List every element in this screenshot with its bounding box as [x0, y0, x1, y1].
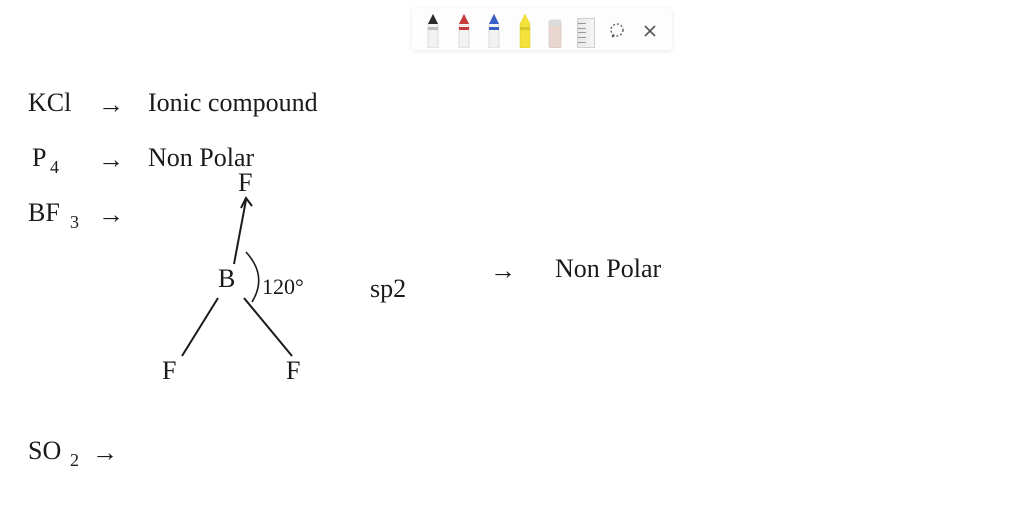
text-hybrid: sp2	[370, 276, 406, 302]
formula-kcl: KCl	[28, 90, 71, 116]
formula-bf3: BF	[28, 200, 60, 226]
atom-f-top: F	[238, 170, 252, 196]
atom-b-center: B	[218, 266, 235, 292]
arrow: →	[92, 440, 118, 466]
atom-f-br: F	[286, 358, 300, 384]
arrow: →	[490, 258, 516, 284]
text-non-polar-result: Non Polar	[555, 256, 661, 282]
text-angle: 120°	[262, 276, 304, 298]
formula-so2: SO	[28, 438, 61, 464]
arrow: →	[98, 202, 124, 228]
atom-f-bl: F	[162, 358, 176, 384]
formula-bf3-sub: 3	[70, 213, 79, 231]
arrow: →	[98, 92, 124, 118]
text-ionic-compound: Ionic compound	[148, 90, 318, 116]
formula-so2-sub: 2	[70, 451, 79, 469]
whiteboard-canvas[interactable]: KCl → Ionic compound P 4 → Non Polar BF …	[0, 0, 1024, 512]
arrow: →	[98, 147, 124, 173]
formula-p4: P	[32, 145, 46, 171]
formula-p4-sub: 4	[50, 158, 59, 176]
